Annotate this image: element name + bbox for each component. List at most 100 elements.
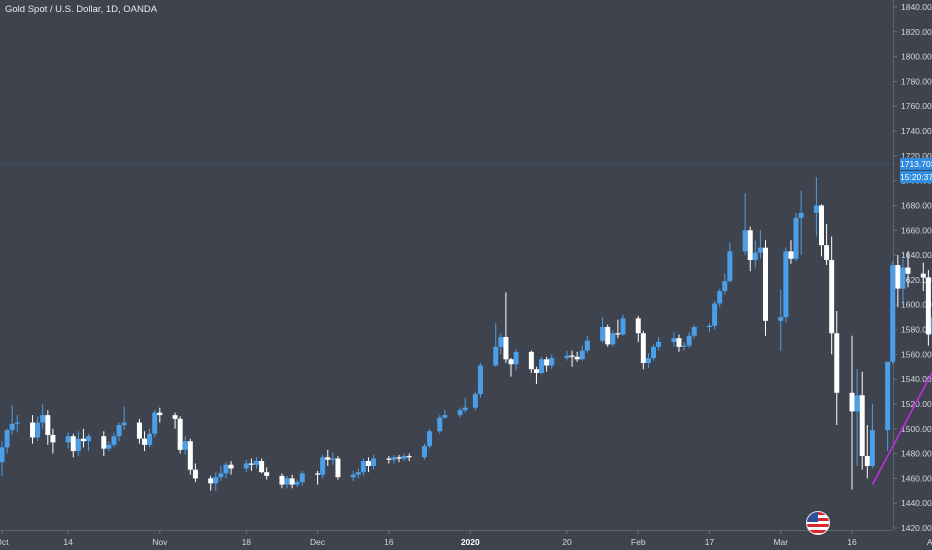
candle-body bbox=[152, 412, 158, 434]
candle-body bbox=[136, 422, 142, 439]
y-tick-label: 1740.000 bbox=[901, 126, 932, 136]
candle-body bbox=[610, 333, 616, 345]
candle-body bbox=[294, 482, 300, 485]
y-tick-label: 1500.000 bbox=[901, 424, 932, 434]
candle-body bbox=[9, 423, 15, 431]
y-tick-label: 1420.000 bbox=[901, 523, 932, 533]
candle-body bbox=[371, 458, 377, 466]
candle-body bbox=[544, 359, 550, 366]
candle-body bbox=[635, 318, 641, 334]
candle-body bbox=[442, 415, 448, 418]
candle-body bbox=[35, 422, 41, 438]
candle-body bbox=[503, 336, 509, 360]
y-tick-label: 1520.000 bbox=[901, 399, 932, 409]
candle-body bbox=[30, 422, 36, 438]
candle-body bbox=[564, 355, 570, 359]
candle-body bbox=[192, 469, 198, 479]
candle-body bbox=[493, 346, 499, 366]
countdown-badge: 15:20:37 bbox=[900, 170, 932, 183]
candle-body bbox=[350, 474, 356, 478]
candle-body bbox=[228, 464, 234, 469]
chart-title: Gold Spot / U.S. Dollar, 1D, OANDA bbox=[5, 4, 158, 15]
candle-body bbox=[885, 361, 891, 431]
candle-body bbox=[75, 438, 81, 452]
candle-body bbox=[824, 245, 830, 261]
candle-body bbox=[121, 422, 127, 426]
candle-body bbox=[101, 436, 107, 449]
y-tick-label: 1680.000 bbox=[901, 200, 932, 210]
candle-body bbox=[925, 277, 931, 335]
candle-body bbox=[722, 281, 728, 292]
x-tick-label: Mar bbox=[773, 537, 788, 547]
y-tick-label: 1540.000 bbox=[901, 374, 932, 384]
candle-body bbox=[406, 456, 412, 458]
candle-body bbox=[299, 473, 305, 483]
candle-body bbox=[763, 247, 768, 321]
candle-body bbox=[727, 251, 733, 282]
y-tick-label: 1760.000 bbox=[901, 101, 932, 111]
candle-body bbox=[513, 351, 519, 365]
y-tick-label: 1800.000 bbox=[901, 52, 932, 62]
x-tick-label: 16 bbox=[384, 537, 394, 547]
y-tick-label: 1660.000 bbox=[901, 225, 932, 235]
candle-body bbox=[849, 392, 855, 412]
candle-body bbox=[111, 436, 117, 445]
candle-body bbox=[177, 418, 183, 450]
candle-body bbox=[498, 336, 504, 347]
candle-body bbox=[584, 340, 590, 351]
candle-body bbox=[80, 438, 86, 442]
candle-body bbox=[869, 430, 875, 466]
candle-body bbox=[691, 327, 697, 336]
candle-body bbox=[615, 333, 621, 335]
x-tick-label: 18 bbox=[242, 537, 252, 547]
candle-body bbox=[86, 436, 92, 442]
candle-body bbox=[829, 260, 835, 334]
candle-body bbox=[600, 327, 606, 341]
candle-body bbox=[859, 395, 865, 457]
candle-body bbox=[645, 358, 651, 364]
candle-body bbox=[574, 356, 580, 360]
x-tick-label: 20 bbox=[562, 537, 572, 547]
candle-body bbox=[712, 303, 718, 326]
candle-body bbox=[182, 441, 188, 450]
candle-body bbox=[742, 230, 748, 252]
candle-body bbox=[783, 251, 789, 318]
y-tick-label: 1480.000 bbox=[901, 449, 932, 459]
x-tick-label: 14 bbox=[63, 537, 73, 547]
candle-body bbox=[391, 457, 397, 460]
candle-body bbox=[40, 415, 46, 423]
y-tick-label: 1840.000 bbox=[901, 2, 932, 12]
x-tick-label: Dec bbox=[310, 537, 326, 547]
x-tick-label: Nov bbox=[152, 537, 168, 547]
candle-body bbox=[640, 333, 646, 364]
candle-body bbox=[539, 359, 545, 373]
candle-body bbox=[289, 478, 295, 485]
candle-body bbox=[757, 247, 763, 253]
candle-body bbox=[477, 365, 483, 395]
candle-body bbox=[457, 410, 463, 416]
candle-body bbox=[157, 412, 163, 416]
candle-body bbox=[707, 325, 713, 328]
candle-body bbox=[355, 472, 361, 475]
candle-body bbox=[142, 438, 148, 445]
candle-body bbox=[264, 472, 270, 476]
x-tick-label: Oct bbox=[0, 537, 9, 547]
candle-body bbox=[671, 338, 677, 342]
candle-body bbox=[14, 422, 20, 424]
candle-body bbox=[508, 359, 514, 365]
candle-body bbox=[284, 478, 290, 485]
candle-body bbox=[605, 327, 611, 345]
candle-body bbox=[259, 461, 265, 473]
y-tick-label: 1440.000 bbox=[901, 498, 932, 508]
x-tick-label: Apr bbox=[927, 537, 932, 547]
candle-body bbox=[365, 461, 371, 466]
candle-body bbox=[335, 458, 341, 478]
candle-body bbox=[528, 351, 534, 370]
us-flag-icon[interactable] bbox=[806, 511, 830, 535]
candle-body bbox=[279, 475, 285, 485]
y-tick-label: 1620.000 bbox=[901, 275, 932, 285]
candle-body bbox=[427, 431, 433, 447]
